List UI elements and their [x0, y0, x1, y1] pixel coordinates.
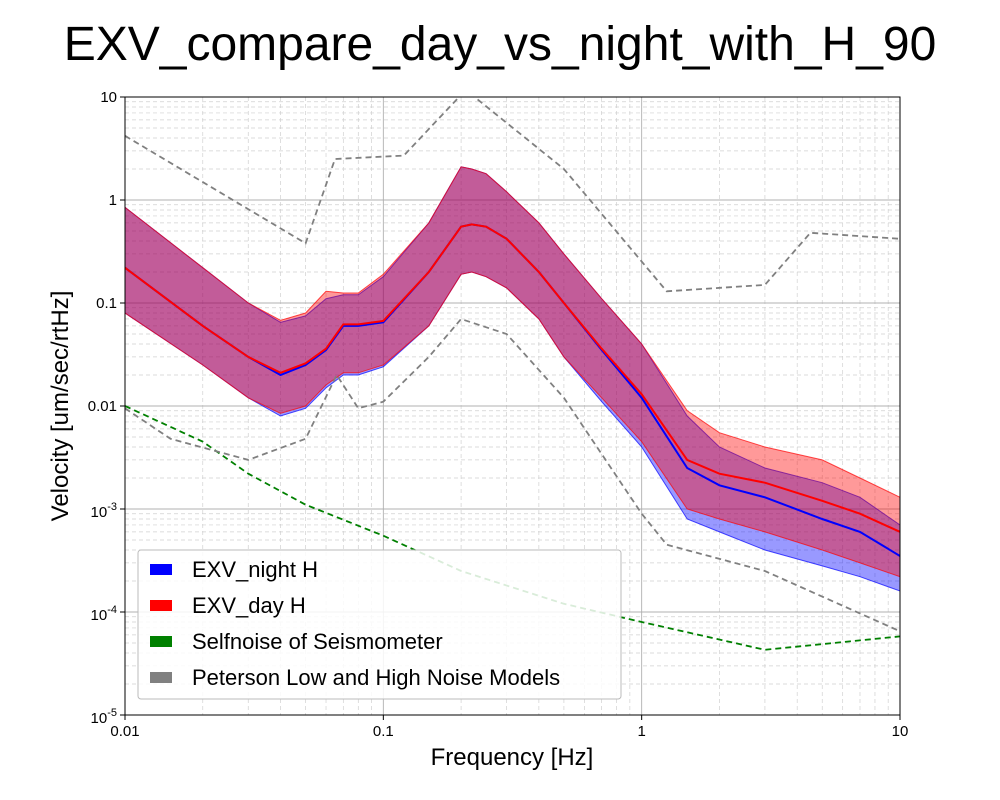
x-axis-label: Frequency [Hz] [431, 744, 594, 771]
legend-swatch-3 [150, 672, 172, 683]
x-tick-label: 0.01 [110, 723, 139, 740]
legend-label-0: EXV_night H [192, 557, 318, 582]
y-tick-label: 10-5 [91, 707, 117, 727]
model-line-0 [125, 97, 900, 293]
legend-swatch-2 [150, 636, 172, 647]
model-line-1 [125, 317, 900, 633]
y-tick-label: 1 [109, 192, 117, 209]
chart-title: EXV_compare_day_vs_night_with_H_90 [64, 18, 937, 71]
y-tick-label: 10-3 [91, 501, 117, 521]
y-tick-label: 0.1 [96, 295, 117, 312]
legend-label-2: Selfnoise of Seismometer [192, 629, 443, 654]
band-1 [125, 166, 900, 578]
legend: EXV_night H EXV_day H Selfnoise of Seismom… [137, 549, 622, 700]
y-tick-label: 0.01 [88, 398, 117, 415]
ticks: 0.01 0.1 1 10 10 1 0.1 0.01 10-3 10-4 10-5 [88, 89, 909, 740]
legend-swatch-1 [150, 600, 172, 611]
band-0 [125, 166, 900, 592]
legend-box [137, 549, 622, 700]
data-layer [125, 97, 900, 651]
legend-swatch-0 [150, 564, 172, 575]
x-tick-label: 10 [892, 723, 909, 740]
median-line-1 [125, 223, 900, 533]
legend-label-3: Peterson Low and High Noise Models [192, 665, 560, 690]
y-tick-label: 10 [100, 89, 117, 106]
legend-label-1: EXV_day H [192, 593, 306, 618]
x-tick-label: 0.1 [373, 723, 394, 740]
y-tick-label: 10-4 [91, 604, 117, 624]
y-axis-label: Velocity [um/sec/rtHz] [47, 291, 74, 522]
x-tick-label: 1 [637, 723, 645, 740]
